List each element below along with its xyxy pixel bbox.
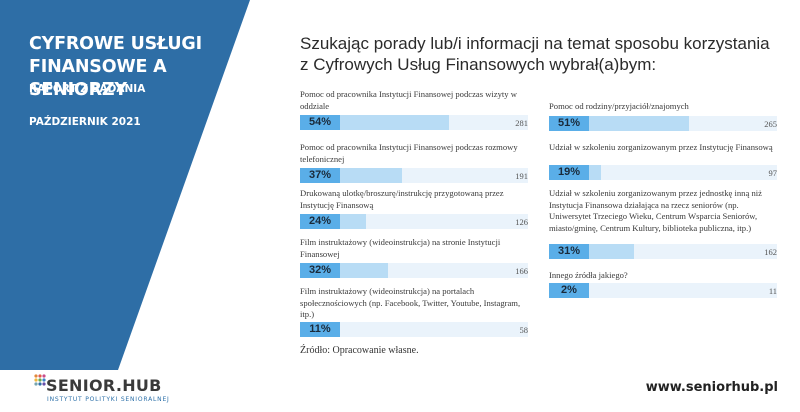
bar-count-label: 265 (764, 119, 777, 129)
bar-percent-label: 24% (300, 214, 340, 229)
bar-percent-label: 11% (300, 322, 340, 337)
bar-row: 51% 265 (549, 116, 777, 131)
bar-category-label: Pomoc od pracownika Instytucji Finansowe… (300, 142, 518, 164)
bar-row: 54% 281 (300, 115, 528, 130)
report-title: CYFROWE USŁUGI FINANSOWE A SENIORZY (29, 33, 260, 102)
bar-count-label: 58 (519, 325, 529, 335)
bar-row: 31% 162 (549, 244, 777, 259)
chart-item: Film instruktażowy (wideoinstrukcja) na … (300, 237, 528, 278)
website-link[interactable]: www.seniorhub.pl (645, 380, 778, 395)
bar-count-label: 162 (764, 247, 777, 257)
bar-row: 11% 58 (300, 322, 528, 337)
bar-row: 37% 191 (300, 168, 528, 183)
bar-row: 19% 97 (549, 165, 777, 180)
bar-category-label: Drukowaną ulotkę/broszurę/instrukcję prz… (300, 188, 504, 210)
bar-count-label: 11 (768, 286, 777, 296)
bar-track (300, 322, 528, 337)
bar-count-label: 191 (515, 171, 528, 181)
bar-count-label: 97 (768, 168, 778, 178)
report-date: PAŹDZIERNIK 2021 (29, 116, 141, 128)
bar-percent-label: 19% (549, 165, 589, 180)
bar-percent-label: 31% (549, 244, 589, 259)
seniorhub-tagline: INSTYTUT POLITYKI SENIORALNEJ (47, 396, 170, 403)
bar-row: 2% 11 (549, 283, 777, 298)
seniorhub-logo-icon (34, 374, 46, 386)
chart-title-line1: Szukając porady lub/i informacji na tema… (300, 34, 770, 53)
chart-item: Drukowaną ulotkę/broszurę/instrukcję prz… (300, 188, 528, 229)
bar-track (549, 283, 777, 298)
bar-row: 32% 166 (300, 263, 528, 278)
bar-track (549, 165, 777, 180)
report-title-line1: CYFROWE USŁUGI (29, 34, 202, 54)
bar-category-label: Pomoc od pracownika Instytucji Finansowe… (300, 89, 517, 111)
bar-category-label: Udział w szkoleniu zorganizowanym przez … (549, 188, 762, 233)
bar-percent-label: 37% (300, 168, 340, 183)
bar-percent-label: 51% (549, 116, 589, 131)
chart-item: Film instruktażowy (wideoinstrukcja) na … (300, 286, 528, 337)
bar-count-label: 126 (515, 217, 528, 227)
report-subtitle: RAPORT Z BADANIA (29, 83, 146, 95)
bar-row: 24% 126 (300, 214, 528, 229)
seniorhub-logo-text: SENIOR.HUB (46, 376, 162, 395)
chart-title: Szukając porady lub/i informacji na tema… (300, 33, 780, 75)
bar-percent-label: 54% (300, 115, 340, 130)
bar-category-label: Innego źródła jakiego? (549, 270, 628, 280)
bar-percent-label: 2% (549, 283, 589, 298)
bar-category-label: Udział w szkoleniu zorganizowanym przez … (549, 142, 773, 152)
brand-panel-background (0, 0, 250, 370)
chart-item: Udział w szkoleniu zorganizowanym przez … (549, 188, 777, 259)
bar-count-label: 281 (515, 118, 528, 128)
chart-title-line2: z Cyfrowych Usług Finansowych wybrał(a)b… (300, 55, 657, 74)
bar-category-label: Film instruktażowy (wideoinstrukcja) na … (300, 286, 521, 319)
chart-item: Pomoc od rodziny/przyjaciół/znajomych 51%… (549, 101, 777, 131)
report-title-line2: FINANSOWE A SENIORZY (29, 57, 167, 100)
chart-item: Pomoc od pracownika Instytucji Finansowe… (300, 89, 528, 130)
chart-item: Innego źródła jakiego? 2% 11 (549, 270, 777, 298)
bar-category-label: Film instruktażowy (wideoinstrukcja) na … (300, 237, 501, 259)
report-brand-panel: CYFROWE USŁUGI FINANSOWE A SENIORZY RAPO… (0, 0, 260, 370)
source-note: Źródło: Opracowanie własne. (300, 345, 419, 356)
bar-category-label: Pomoc od rodziny/przyjaciół/znajomych (549, 101, 689, 111)
bar-count-label: 166 (515, 266, 528, 276)
chart-item: Udział w szkoleniu zorganizowanym przez … (549, 142, 777, 180)
brand-panel-shape (0, 0, 250, 370)
chart-item: Pomoc od pracownika Instytucji Finansowe… (300, 142, 528, 183)
bar-percent-label: 32% (300, 263, 340, 278)
